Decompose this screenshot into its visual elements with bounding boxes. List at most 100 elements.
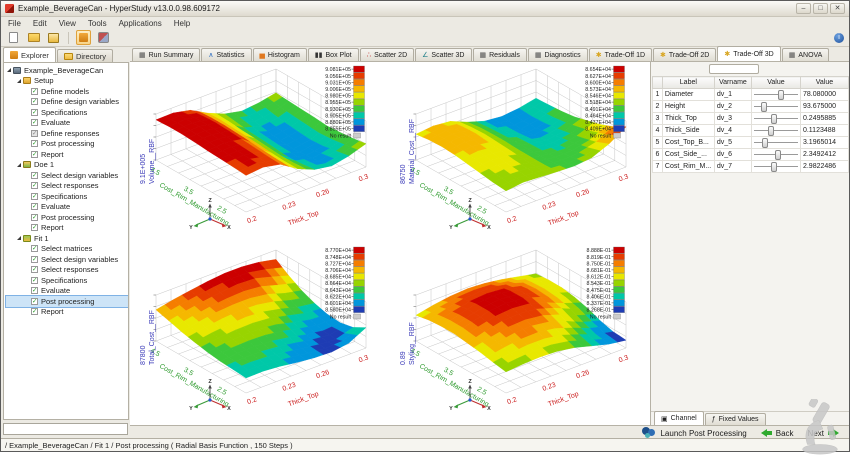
checkbox-post-processing[interactable]: ✓ [31,140,38,148]
tab-trade-off-2d[interactable]: ✱ Trade-Off 2D [653,48,717,61]
menu-edit[interactable]: Edit [32,18,47,28]
tree-node-fit-1-select-matrices[interactable]: ✓ Select matrices [6,244,128,255]
checkbox-select-matrices[interactable]: ✓ [31,245,38,253]
tab-statistics[interactable]: ∧ Statistics [201,48,252,61]
launch-post-processing-button[interactable]: Launch Post Processing [642,427,747,439]
tab-anova[interactable]: ▦ ANOVA [781,48,830,61]
panel-tab-directory[interactable]: Directory [56,49,113,62]
tree-node-doe-1-select-responses[interactable]: ✓ Select responses [6,181,128,192]
menu-view[interactable]: View [58,18,76,28]
minimize-button[interactable]: – [796,3,811,14]
channel-selector-box[interactable] [709,64,759,74]
tree-node-fit-1-select-design-variables[interactable]: ✓ Select design variables [6,254,128,265]
back-button[interactable]: Back [760,429,794,438]
tab-diagnostics[interactable]: ▦ Diagnostics [527,48,588,61]
expand-arrow-icon[interactable] [17,236,21,241]
tree-node-fit-1[interactable]: Fit 1 [6,233,128,244]
dv_3-slider[interactable] [753,113,798,124]
checkbox-post-processing[interactable]: ✓ [31,297,38,305]
checkbox-specifications[interactable]: ✓ [31,192,38,200]
checkbox-evaluate[interactable]: ✓ [31,287,38,295]
checkbox-select-design-variables[interactable]: ✓ [31,171,38,179]
tree-node-setup-post-processing[interactable]: ✓ Post processing [6,139,128,150]
tree-node-setup-specifications[interactable]: ✓ Specifications [6,107,128,118]
tab-histogram[interactable]: ▅ Histogram [252,48,307,61]
checkbox-select-responses[interactable]: ✓ [31,182,38,190]
tree-node-doe-1-evaluate[interactable]: ✓ Evaluate [6,202,128,213]
new-study-button[interactable] [6,30,21,45]
tree-node-example-beveragecan[interactable]: Example_BeverageCan [6,65,128,76]
tab-trade-off-3d[interactable]: ✱ Trade-Off 3D [717,46,781,61]
menu-applications[interactable]: Applications [118,18,162,28]
tab-channel[interactable]: ▣ Channel [654,411,704,425]
tree-node-doe-1[interactable]: Doe 1 [6,160,128,171]
tree-node-fit-1-evaluate[interactable]: ✓ Evaluate [6,286,128,297]
checkbox-select-responses[interactable]: ✓ [31,266,38,274]
tree-node-doe-1-report[interactable]: ✓ Report [6,223,128,234]
tree-node-fit-1-post-processing[interactable]: ✓ Post processing [5,295,128,308]
refresh-button[interactable] [96,30,111,45]
panel-tab-explorer[interactable]: Explorer [3,47,56,62]
next-button[interactable]: Next [808,429,839,438]
checkbox-evaluate[interactable]: ✓ [31,203,38,211]
close-button[interactable]: ✕ [830,3,845,14]
tree-node-doe-1-specifications[interactable]: ✓ Specifications [6,191,128,202]
tree-node-label: Select responses [41,265,99,275]
tab-run-summary[interactable]: ▦ Run Summary [132,48,201,61]
tree-node-fit-1-specifications[interactable]: ✓ Specifications [6,275,128,286]
tab-box-plot[interactable]: ▮▮ Box Plot [307,48,359,61]
tab-residuals[interactable]: ▦ Residuals [472,48,527,61]
checkbox-evaluate[interactable]: ✓ [31,119,38,127]
tree-node-setup-evaluate[interactable]: ✓ Evaluate [6,118,128,129]
checkbox-report[interactable]: ✓ [31,224,38,232]
dv_5-slider[interactable] [753,137,798,148]
tree-node-doe-1-select-design-variables[interactable]: ✓ Select design variables [6,170,128,181]
tree-node-setup[interactable]: Setup [6,76,128,87]
checkbox-report[interactable]: ✓ [31,308,38,316]
tab-scatter-3d[interactable]: ∠ Scatter 3D [415,48,472,61]
checkbox-specifications[interactable]: ✓ [31,108,38,116]
tab-trade-off-1d[interactable]: ✱ Trade-Off 1D [588,48,653,61]
tab-fixed-values[interactable]: ƒ Fixed Values [704,413,766,425]
tree-node-fit-1-select-responses[interactable]: ✓ Select responses [6,265,128,276]
slider-thumb[interactable] [770,161,777,172]
slider-thumb[interactable] [760,101,767,112]
dv_1-slider[interactable] [753,89,798,100]
dv_7-slider[interactable] [753,161,798,172]
slider-thumb[interactable] [771,113,778,124]
slider-thumb[interactable] [777,89,784,100]
save-study-button[interactable] [46,30,61,45]
expand-arrow-icon[interactable] [17,78,21,83]
checkbox-specifications[interactable]: ✓ [31,276,38,284]
expand-arrow-icon[interactable] [7,68,11,73]
menu-tools[interactable]: Tools [87,18,107,28]
tree-node-setup-define-design-variables[interactable]: ✓ Define design variables [6,97,128,108]
dv_2-slider[interactable] [753,101,798,112]
dv_6-slider[interactable] [753,149,798,160]
slider-thumb[interactable] [767,125,774,136]
checkbox-post-processing[interactable]: ✓ [31,213,38,221]
menu-help[interactable]: Help [173,18,191,28]
checkbox-define-models[interactable]: ✓ [31,87,38,95]
slider-thumb[interactable] [762,137,769,148]
menu-file[interactable]: File [8,18,21,28]
svg-text:X: X [487,406,491,412]
tree-node-setup-report[interactable]: ✓ Report [6,149,128,160]
tree-node-setup-define-responses[interactable]: ✓ Define responses [6,128,128,139]
tree-node-setup-define-models[interactable]: ✓ Define models [6,86,128,97]
checkbox-define-design-variables[interactable]: ✓ [31,98,38,106]
tree-node-fit-1-report[interactable]: ✓ Report [6,307,128,318]
checkbox-report[interactable]: ✓ [31,150,38,158]
explorer-filter-box[interactable] [3,423,128,435]
expand-arrow-icon[interactable] [17,162,21,167]
dv_4-slider[interactable] [753,125,798,136]
maximize-button[interactable]: □ [813,3,828,14]
slider-thumb[interactable] [775,149,782,160]
explorer-view-button[interactable] [76,30,91,45]
open-study-button[interactable] [26,30,41,45]
tree-node-doe-1-post-processing[interactable]: ✓ Post processing [6,212,128,223]
checkbox-select-design-variables[interactable]: ✓ [31,255,38,263]
info-icon[interactable]: i [834,32,844,43]
checkbox-define-responses[interactable]: ✓ [31,129,38,137]
tab-scatter-2d[interactable]: ∴ Scatter 2D [359,48,415,61]
